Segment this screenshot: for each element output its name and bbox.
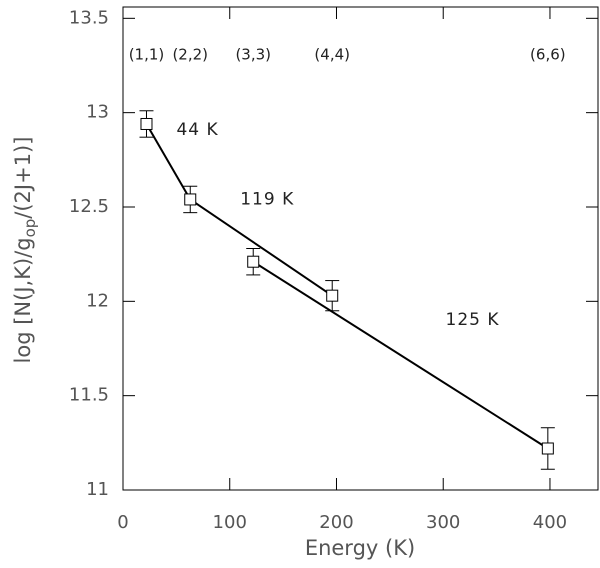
y-axis-label: log [N(J,K)/gop/(2J+1)] bbox=[11, 137, 39, 364]
fit-label: 125 K bbox=[446, 310, 500, 330]
marker bbox=[247, 255, 260, 268]
fit-label: 44 K bbox=[176, 120, 218, 140]
marker bbox=[326, 289, 339, 302]
transition-label: (1,1) bbox=[129, 46, 165, 64]
y-tick-label: 11 bbox=[86, 479, 109, 500]
x-tick-label: 0 bbox=[117, 512, 128, 533]
x-tick-label: 200 bbox=[319, 512, 353, 533]
fit-line bbox=[252, 260, 549, 450]
y-tick-label: 13 bbox=[86, 102, 109, 123]
fit-line bbox=[145, 123, 192, 200]
fit-label: 119 K bbox=[240, 189, 294, 209]
marker bbox=[184, 193, 197, 206]
y-tick-label: 13.5 bbox=[69, 7, 109, 28]
y-tick-label: 12 bbox=[86, 290, 109, 311]
x-axis-label: Energy (K) bbox=[305, 536, 415, 560]
y-label-part: /(2J+1)] bbox=[11, 137, 35, 219]
transition-label: (2,2) bbox=[172, 46, 208, 64]
marker bbox=[140, 117, 153, 130]
y-label-part: log [N(J,K)/g bbox=[11, 237, 35, 363]
x-tick-label: 100 bbox=[213, 512, 247, 533]
transition-label: (3,3) bbox=[235, 46, 271, 64]
y-label-sub: op bbox=[21, 219, 39, 238]
transition-label: (4,4) bbox=[314, 46, 350, 64]
y-tick-label: 11.5 bbox=[69, 385, 109, 406]
x-tick-label: 300 bbox=[426, 512, 460, 533]
x-tick-label: 400 bbox=[533, 512, 567, 533]
fit-line bbox=[189, 198, 333, 297]
transition-label: (6,6) bbox=[530, 46, 566, 64]
marker bbox=[541, 442, 554, 455]
y-tick-label: 12.5 bbox=[69, 196, 109, 217]
plot-frame bbox=[122, 6, 599, 491]
